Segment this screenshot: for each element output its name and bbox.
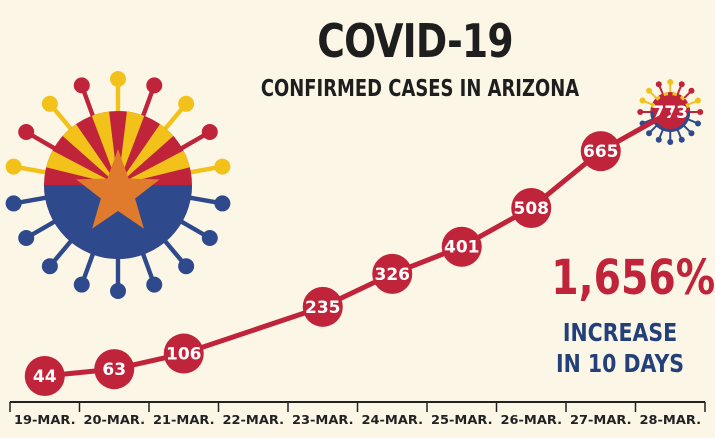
data-label: 63	[102, 360, 126, 380]
x-tick-label: 20-MAR.	[84, 412, 146, 427]
virus-spike-knob	[201, 230, 218, 246]
virus-spike-knob	[646, 130, 653, 137]
virus-spike-knob	[18, 230, 35, 246]
data-label: 326	[375, 265, 411, 285]
x-tick-label: 28-MAR.	[640, 412, 702, 427]
data-point	[511, 187, 552, 228]
virus-spike-knob	[655, 81, 662, 88]
data-point	[302, 286, 343, 327]
virus-spike-knob	[688, 130, 695, 137]
star-icon	[76, 149, 160, 229]
data-label: 106	[166, 345, 202, 365]
virus-spike-knob	[41, 95, 58, 112]
chart-subtitle: CONFIRMED CASES IN ARIZONA	[260, 76, 580, 102]
data-label: 44	[33, 367, 57, 387]
x-tick-label: 22-MAR.	[223, 412, 285, 427]
virus-spike-knob	[178, 258, 195, 275]
x-tick-label: 23-MAR.	[292, 412, 354, 427]
virus-spike-knob	[667, 79, 674, 85]
x-tick-label: 26-MAR.	[501, 412, 563, 427]
virus-spike-knob	[5, 158, 22, 175]
virus-spike-knob	[637, 109, 644, 115]
virus-spike-knob	[688, 87, 695, 94]
virus-spike-knob	[18, 124, 35, 140]
increase-percent: 1,656%	[551, 250, 715, 306]
data-label: 508	[514, 199, 550, 219]
increase-period: IN 10 DAYS	[555, 349, 685, 378]
virus-spike-knob	[655, 136, 662, 143]
x-tick-label: 27-MAR.	[570, 412, 632, 427]
virus-spike-knob	[678, 81, 685, 88]
virus-arizona-flag-icon	[5, 71, 231, 299]
virus-spike-knob	[146, 77, 163, 94]
virus-spike-knob	[110, 71, 126, 87]
virus-spike-knob	[73, 276, 90, 293]
data-point	[24, 356, 65, 396]
data-label: 401	[444, 238, 480, 258]
data-point	[580, 131, 621, 172]
x-tick-label: 21-MAR.	[153, 412, 215, 427]
virus-spike-knob	[694, 120, 701, 127]
virus-spike-knob	[41, 258, 58, 275]
virus-spike-knob	[201, 124, 218, 140]
data-points: 44 63 106 235 326 401 508 665	[24, 131, 621, 396]
virus-spike-knob	[678, 136, 685, 143]
virus-spike-knob	[5, 195, 22, 212]
data-label: 665	[583, 142, 619, 162]
virus-spike-knob	[146, 276, 163, 293]
virus-spike-knob	[639, 97, 646, 104]
virus-spike-knob	[178, 95, 195, 112]
virus-spike-knob	[694, 97, 701, 104]
increase-label: INCREASE	[562, 318, 678, 347]
virus-spike-knob	[697, 109, 704, 115]
virus-spike-knob	[73, 77, 90, 94]
x-tick-label: 25-MAR.	[431, 412, 493, 427]
virus-spike-knob	[110, 283, 126, 299]
chart-title: COVID-19	[317, 14, 513, 68]
virus-spike-knob	[667, 139, 674, 145]
data-point	[163, 333, 204, 374]
x-tick-label: 19-MAR.	[14, 412, 76, 427]
x-axis: 19-MAR. 20-MAR. 21-MAR. 22-MAR. 23-MAR. 24-MA…	[9, 401, 706, 427]
data-point	[441, 226, 482, 267]
data-label: 235	[305, 298, 341, 318]
virus-spike-knob	[646, 87, 653, 94]
virus-spike-knob	[214, 195, 231, 212]
data-point	[372, 253, 413, 294]
virus-spike-knob	[214, 158, 231, 175]
data-point	[94, 349, 135, 390]
x-tick-label: 24-MAR.	[362, 412, 424, 427]
